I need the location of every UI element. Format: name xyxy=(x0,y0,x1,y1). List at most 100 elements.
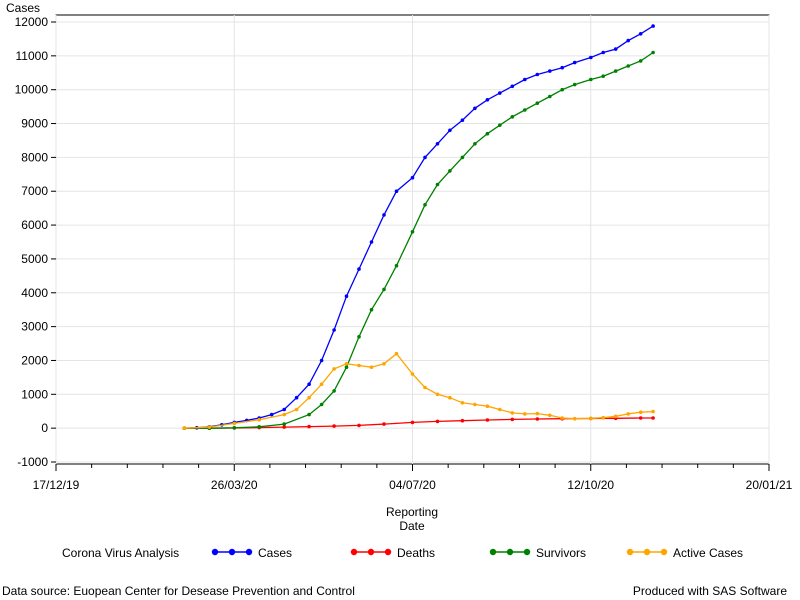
data-point xyxy=(485,418,490,422)
legend-marker xyxy=(626,548,634,556)
data-point xyxy=(357,363,361,368)
data-point xyxy=(369,365,374,370)
legend-marker xyxy=(245,548,253,556)
produced-with-footer: Produced with SAS Software xyxy=(632,584,787,598)
legend-marker xyxy=(367,548,375,556)
data-point xyxy=(510,411,515,415)
data-point xyxy=(382,287,386,292)
y-tick-label: 8000 xyxy=(21,150,48,164)
data-point xyxy=(560,416,564,420)
data-point xyxy=(535,101,540,105)
data-point xyxy=(510,115,515,119)
legend-label: Deaths xyxy=(397,546,435,560)
legend-title: Corona Virus Analysis xyxy=(62,546,179,560)
legend-item-cases: Cases xyxy=(211,546,292,560)
data-point xyxy=(410,372,415,376)
data-point xyxy=(435,182,440,187)
data-point xyxy=(319,382,324,387)
legend-marker xyxy=(489,548,497,556)
data-point xyxy=(535,417,540,421)
data-point xyxy=(182,426,187,431)
data-point xyxy=(423,155,427,160)
data-point xyxy=(651,50,655,55)
data-point xyxy=(589,55,593,60)
data-point xyxy=(410,420,415,425)
legend-item-active-cases: Active Cases xyxy=(626,546,743,560)
data-point xyxy=(523,77,527,82)
data-point xyxy=(638,32,643,36)
data-point xyxy=(613,69,618,73)
x-tick-label: 17/12/19 xyxy=(33,478,80,492)
data-point xyxy=(410,175,415,180)
y-tick-label: 4000 xyxy=(21,286,48,300)
y-tick-label: 9000 xyxy=(21,117,48,131)
data-point xyxy=(344,365,349,370)
data-point xyxy=(460,401,465,405)
data-point xyxy=(589,77,593,82)
data-point xyxy=(460,418,465,423)
legend-marker xyxy=(660,548,668,556)
data-point xyxy=(460,118,465,122)
x-tick-label: 26/03/20 xyxy=(211,478,258,492)
data-point xyxy=(613,47,618,51)
data-point xyxy=(572,416,577,421)
legend-marker xyxy=(350,548,358,556)
data-point xyxy=(410,230,415,234)
y-tick-label: 2000 xyxy=(21,353,48,367)
y-tick-label: 5000 xyxy=(21,252,48,266)
data-point xyxy=(307,424,311,429)
data-point xyxy=(548,413,552,418)
data-point xyxy=(523,412,527,416)
legend-marker xyxy=(643,548,651,556)
data-point xyxy=(626,412,630,416)
data-point xyxy=(382,362,386,366)
data-point xyxy=(423,203,427,207)
x-axis-label-line-1: Reporting xyxy=(386,505,438,519)
data-point xyxy=(448,395,452,400)
data-point xyxy=(294,407,299,412)
data-point xyxy=(498,407,502,412)
legend-marker xyxy=(228,548,236,556)
y-tick-label: 6000 xyxy=(21,218,48,232)
data-point xyxy=(382,422,386,426)
y-tick-label: 11000 xyxy=(16,49,49,63)
data-point xyxy=(423,385,427,390)
data-point xyxy=(269,412,274,417)
data-point xyxy=(357,335,361,339)
x-axis: 17/12/19 26/03/20 04/07/20 12/10/20 20/01/21 xyxy=(33,464,793,492)
data-point xyxy=(394,351,399,356)
legend-item-survivors: Survivors xyxy=(489,546,586,560)
data-point xyxy=(601,415,605,420)
y-tick-label: 12000 xyxy=(15,15,49,29)
x-axis-label-line-2: Date xyxy=(399,519,425,533)
data-point xyxy=(344,362,349,366)
y-tick-label: 1000 xyxy=(21,387,48,401)
data-point xyxy=(435,392,440,397)
data-point xyxy=(448,169,452,173)
data-point xyxy=(548,69,552,73)
y-tick-label: 7000 xyxy=(21,184,48,198)
data-point xyxy=(572,60,577,65)
data-point xyxy=(485,98,490,102)
data-point xyxy=(394,189,399,193)
legend-marker xyxy=(523,548,531,556)
data-point xyxy=(232,426,237,430)
data-point xyxy=(601,74,605,78)
data-point xyxy=(535,411,540,416)
data-point xyxy=(332,367,336,371)
data-point xyxy=(638,59,643,63)
data-point xyxy=(435,142,440,146)
y-tick-label: 10000 xyxy=(15,83,49,97)
data-point xyxy=(282,422,287,426)
data-point xyxy=(319,402,324,407)
data-point xyxy=(319,358,324,363)
data-point xyxy=(613,414,618,419)
data-point xyxy=(369,240,374,244)
series-active-cases xyxy=(182,351,655,431)
data-point xyxy=(473,142,477,146)
legend-item-deaths: Deaths xyxy=(350,546,435,560)
legend: Corona Virus Analysis Cases Deaths Survivo… xyxy=(62,546,743,560)
data-point xyxy=(307,412,311,417)
data-point xyxy=(485,404,490,409)
legend-label: Survivors xyxy=(536,546,586,560)
